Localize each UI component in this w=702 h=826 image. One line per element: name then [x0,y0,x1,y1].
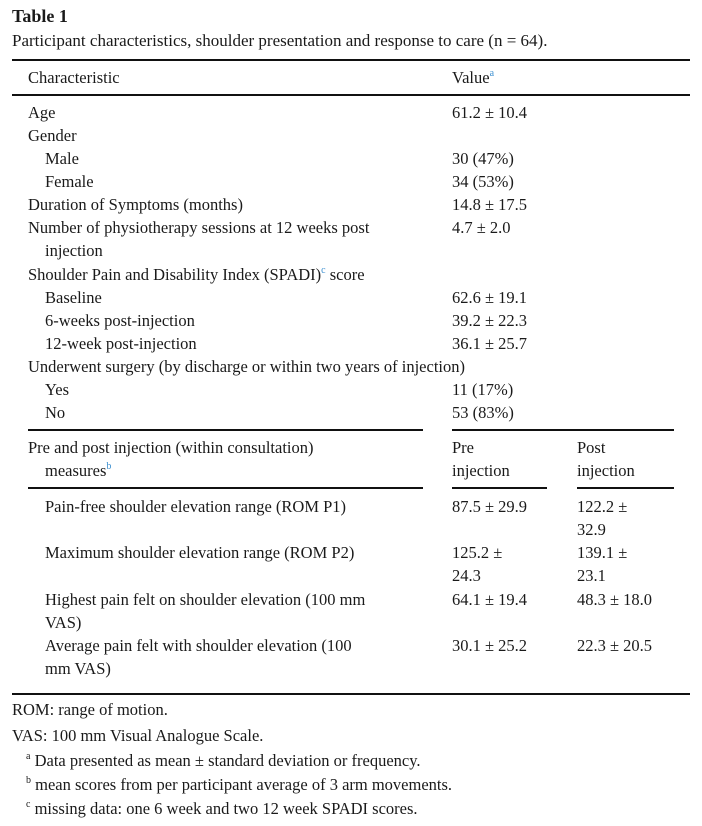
row-post-value-continued: 32.9 [577,520,606,539]
row-label-tail: score [325,265,365,284]
row-label: Gender [28,126,77,145]
header-value: Valuea [452,68,494,88]
row-label: Yes [45,380,70,399]
row-value: 30 (47%) [452,149,514,168]
pre-header-line2: injection [452,461,510,480]
section2-header-label-continued: measuresb [45,461,111,481]
footnote-a-text: Data presented as mean ± standard deviat… [34,751,421,770]
row-pre-value: 64.1 ± 19.4 [452,590,528,609]
pre-header-line1: Pre [452,438,474,457]
header-value-label: Value [452,68,490,87]
row-pre-value-continued: 24.3 [452,566,481,585]
row-pre-value: 125.2 ± [452,543,503,562]
table-caption: Participant characteristics, shoulder pr… [12,31,548,50]
footnote-link-a[interactable]: a [489,68,495,79]
row-label: Underwent surgery (by discharge or withi… [28,357,465,376]
section2-header-label: Pre and post injection (within consultat… [28,438,314,457]
post-header-line1: Post [577,438,606,457]
section2-rule-right [452,429,674,431]
row-post-value: 48.3 ± 18.0 [577,590,653,609]
row-label: Average pain felt with shoulder elevatio… [45,636,352,655]
section2-header-rule-left [28,487,423,489]
row-label: 6-weeks post-injection [45,311,195,330]
section2-header-rule-post [577,487,674,489]
row-value: 11 (17%) [452,380,514,399]
row-label: Duration of Symptoms (months) [28,195,243,214]
footnote-c-mark: c [26,799,31,810]
row-label: Female [45,172,94,191]
section2-header-rule-pre [452,487,547,489]
footnote-b: b mean scores from per participant avera… [26,775,452,795]
bottom-rule [12,693,690,695]
row-value: 39.2 ± 22.3 [452,311,528,330]
row-value: 34 (53%) [452,172,514,191]
row-post-value-continued: 23.1 [577,566,606,585]
footnote-b-mark: b [26,775,31,786]
row-pre-value: 30.1 ± 25.2 [452,636,528,655]
row-value: 36.1 ± 25.7 [452,334,528,353]
row-value: 4.7 ± 2.0 [452,218,511,237]
row-label-text: Shoulder Pain and Disability Index (SPAD… [28,265,322,284]
row-label: Male [45,149,79,168]
row-value: 53 (83%) [452,403,514,422]
header-rule [12,94,690,96]
footnote-vas: VAS: 100 mm Visual Analogue Scale. [12,726,264,745]
row-label: No [45,403,66,422]
footnote-c: c missing data: one 6 week and two 12 we… [26,799,418,819]
top-rule [12,59,690,61]
section2-header-text: measures [45,461,107,480]
row-pre-value: 87.5 ± 29.9 [452,497,528,516]
row-value: 62.6 ± 19.1 [452,288,528,307]
row-label: Shoulder Pain and Disability Index (SPAD… [28,265,365,285]
row-label: 12-week post-injection [45,334,197,353]
row-post-value: 22.3 ± 20.5 [577,636,653,655]
footnote-rom: ROM: range of motion. [12,700,168,719]
post-header-line2: injection [577,461,635,480]
row-post-value: 122.2 ± [577,497,628,516]
row-label: Baseline [45,288,102,307]
footnote-link-c[interactable]: c [321,265,326,276]
row-label: Highest pain felt on shoulder elevation … [45,590,366,609]
row-post-value: 139.1 ± [577,543,628,562]
row-label-continued: VAS) [45,613,82,632]
footnote-a: a Data presented as mean ± standard devi… [26,751,421,771]
footnote-link-b[interactable]: b [106,461,112,472]
row-label: Pain-free shoulder elevation range (ROM … [45,497,347,516]
row-label: Age [28,103,56,122]
row-value: 61.2 ± 10.4 [452,103,528,122]
row-label-continued: injection [45,241,103,260]
row-label-continued: mm VAS) [45,659,111,678]
row-label: Maximum shoulder elevation range (ROM P2… [45,543,355,562]
row-value: 14.8 ± 17.5 [452,195,528,214]
table-title: Table 1 [12,6,68,26]
footnote-b-text: mean scores from per participant average… [35,775,453,794]
footnote-a-mark: a [26,751,31,762]
footnote-c-text: missing data: one 6 week and two 12 week… [34,799,418,818]
row-label: Number of physiotherapy sessions at 12 w… [28,218,370,237]
section2-rule-left [28,429,423,431]
header-characteristic: Characteristic [28,68,120,87]
